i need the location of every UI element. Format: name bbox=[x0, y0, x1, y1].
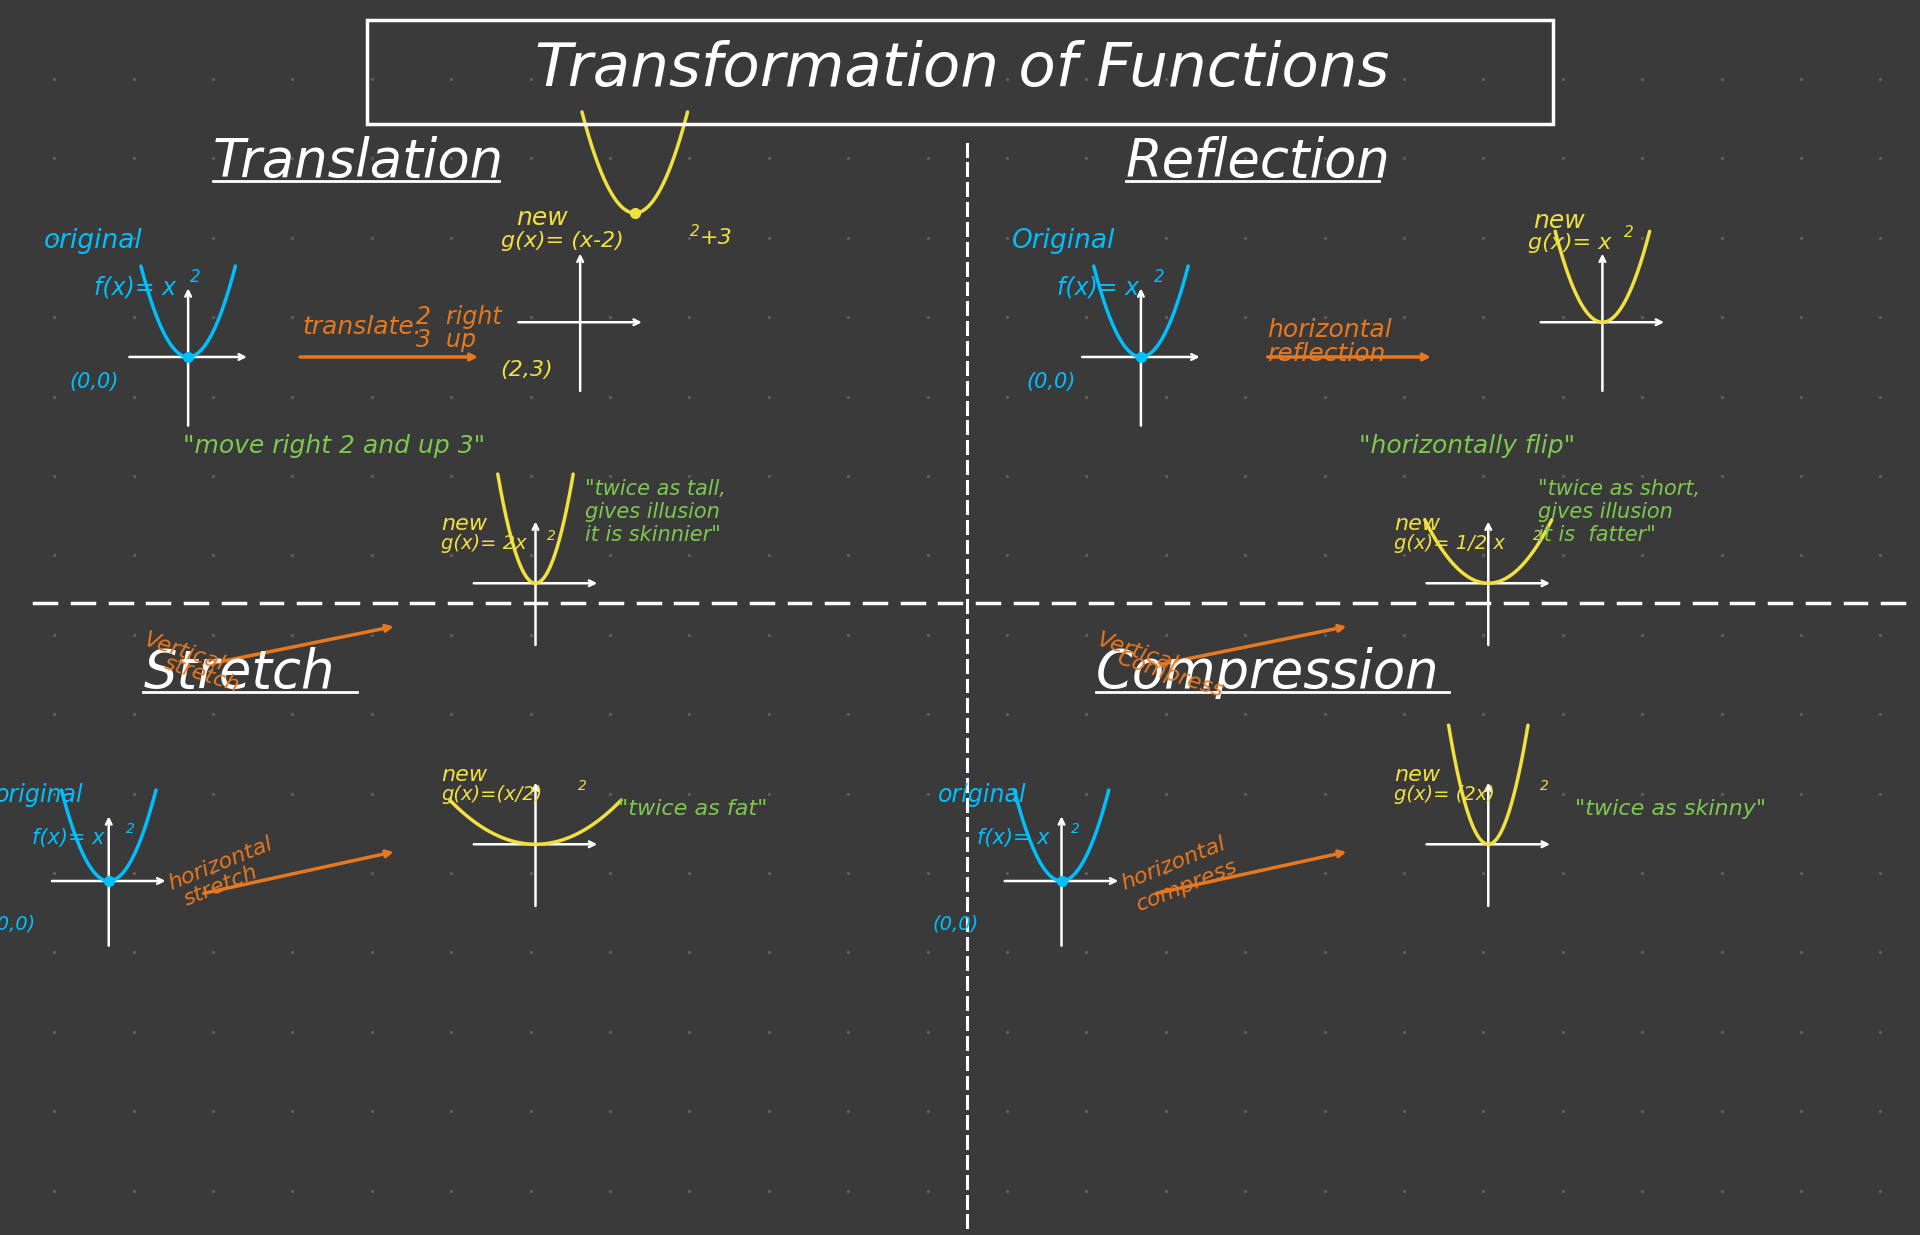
Text: 2: 2 bbox=[691, 225, 701, 240]
Text: it is  fatter": it is fatter" bbox=[1538, 525, 1655, 545]
Text: new: new bbox=[1394, 764, 1440, 784]
Text: "twice as short,: "twice as short, bbox=[1538, 479, 1699, 499]
Text: original: original bbox=[44, 227, 142, 254]
Text: (0,0): (0,0) bbox=[1027, 372, 1075, 391]
Text: stretch: stretch bbox=[161, 653, 242, 697]
Text: 2: 2 bbox=[578, 779, 588, 793]
Text: "horizontally flip": "horizontally flip" bbox=[1359, 435, 1576, 458]
Text: f(x)= x: f(x)= x bbox=[33, 829, 106, 848]
Bar bbox=[367, 20, 1553, 124]
Text: "move right 2 and up 3": "move right 2 and up 3" bbox=[182, 435, 486, 458]
Text: g(x)= (2x): g(x)= (2x) bbox=[1394, 785, 1496, 804]
Text: "twice as tall,: "twice as tall, bbox=[586, 479, 726, 499]
Text: 2: 2 bbox=[1154, 268, 1164, 285]
Text: (0,0): (0,0) bbox=[69, 372, 119, 391]
Text: new: new bbox=[1394, 514, 1440, 534]
Text: g(x)= 2x: g(x)= 2x bbox=[442, 534, 526, 553]
Text: "twice as skinny": "twice as skinny" bbox=[1574, 799, 1766, 819]
Text: stretch: stretch bbox=[180, 862, 261, 910]
Text: new: new bbox=[442, 764, 488, 784]
Text: g(x)=(x/2): g(x)=(x/2) bbox=[442, 785, 543, 804]
Text: Compress: Compress bbox=[1114, 648, 1225, 701]
Text: "twice as fat": "twice as fat" bbox=[618, 799, 768, 819]
Text: horizontal: horizontal bbox=[165, 834, 276, 894]
Text: g(x)= (x-2): g(x)= (x-2) bbox=[501, 231, 624, 251]
Text: Compression: Compression bbox=[1096, 647, 1440, 699]
Text: Translation: Translation bbox=[213, 136, 503, 188]
Text: Transformation of Functions: Transformation of Functions bbox=[536, 40, 1390, 99]
Text: original: original bbox=[937, 783, 1025, 806]
Text: new: new bbox=[442, 514, 488, 534]
Text: Stretch: Stretch bbox=[144, 647, 334, 699]
Text: 2: 2 bbox=[547, 529, 557, 542]
Text: Vertical: Vertical bbox=[1094, 630, 1181, 676]
Text: gives illusion: gives illusion bbox=[586, 501, 720, 522]
Text: f(x)= x: f(x)= x bbox=[1056, 275, 1139, 300]
Text: it is skinnier": it is skinnier" bbox=[586, 525, 722, 545]
Text: 2: 2 bbox=[1540, 779, 1549, 793]
Text: (0,0): (0,0) bbox=[933, 914, 979, 934]
Text: 3  up: 3 up bbox=[417, 329, 476, 352]
Text: g(x)= 1/2 x: g(x)= 1/2 x bbox=[1394, 534, 1505, 553]
Text: 2: 2 bbox=[1624, 226, 1634, 241]
Text: horizontal: horizontal bbox=[1117, 834, 1229, 894]
Text: translate:: translate: bbox=[301, 315, 422, 340]
Text: new: new bbox=[516, 206, 568, 230]
Text: (0,0): (0,0) bbox=[0, 914, 36, 934]
Text: Vertical: Vertical bbox=[142, 630, 227, 676]
Text: g(x)= x: g(x)= x bbox=[1528, 233, 1611, 253]
Text: new: new bbox=[1532, 209, 1584, 233]
Text: gives illusion: gives illusion bbox=[1538, 501, 1672, 522]
Text: +3: +3 bbox=[699, 228, 732, 248]
Text: Reflection: Reflection bbox=[1125, 136, 1390, 188]
Text: 2: 2 bbox=[1071, 823, 1081, 836]
Text: compress: compress bbox=[1135, 857, 1242, 915]
Text: Original: Original bbox=[1012, 227, 1116, 254]
Text: 2: 2 bbox=[190, 268, 202, 285]
Text: f(x)= x: f(x)= x bbox=[977, 829, 1050, 848]
Text: (2,3): (2,3) bbox=[501, 359, 553, 380]
Text: reflection: reflection bbox=[1267, 342, 1386, 366]
Text: 2: 2 bbox=[1532, 529, 1542, 542]
Text: 2  right: 2 right bbox=[417, 305, 501, 330]
Text: horizontal: horizontal bbox=[1267, 319, 1392, 342]
Text: 2: 2 bbox=[125, 823, 134, 836]
Text: original: original bbox=[0, 783, 83, 806]
Text: f(x)= x: f(x)= x bbox=[94, 275, 177, 300]
